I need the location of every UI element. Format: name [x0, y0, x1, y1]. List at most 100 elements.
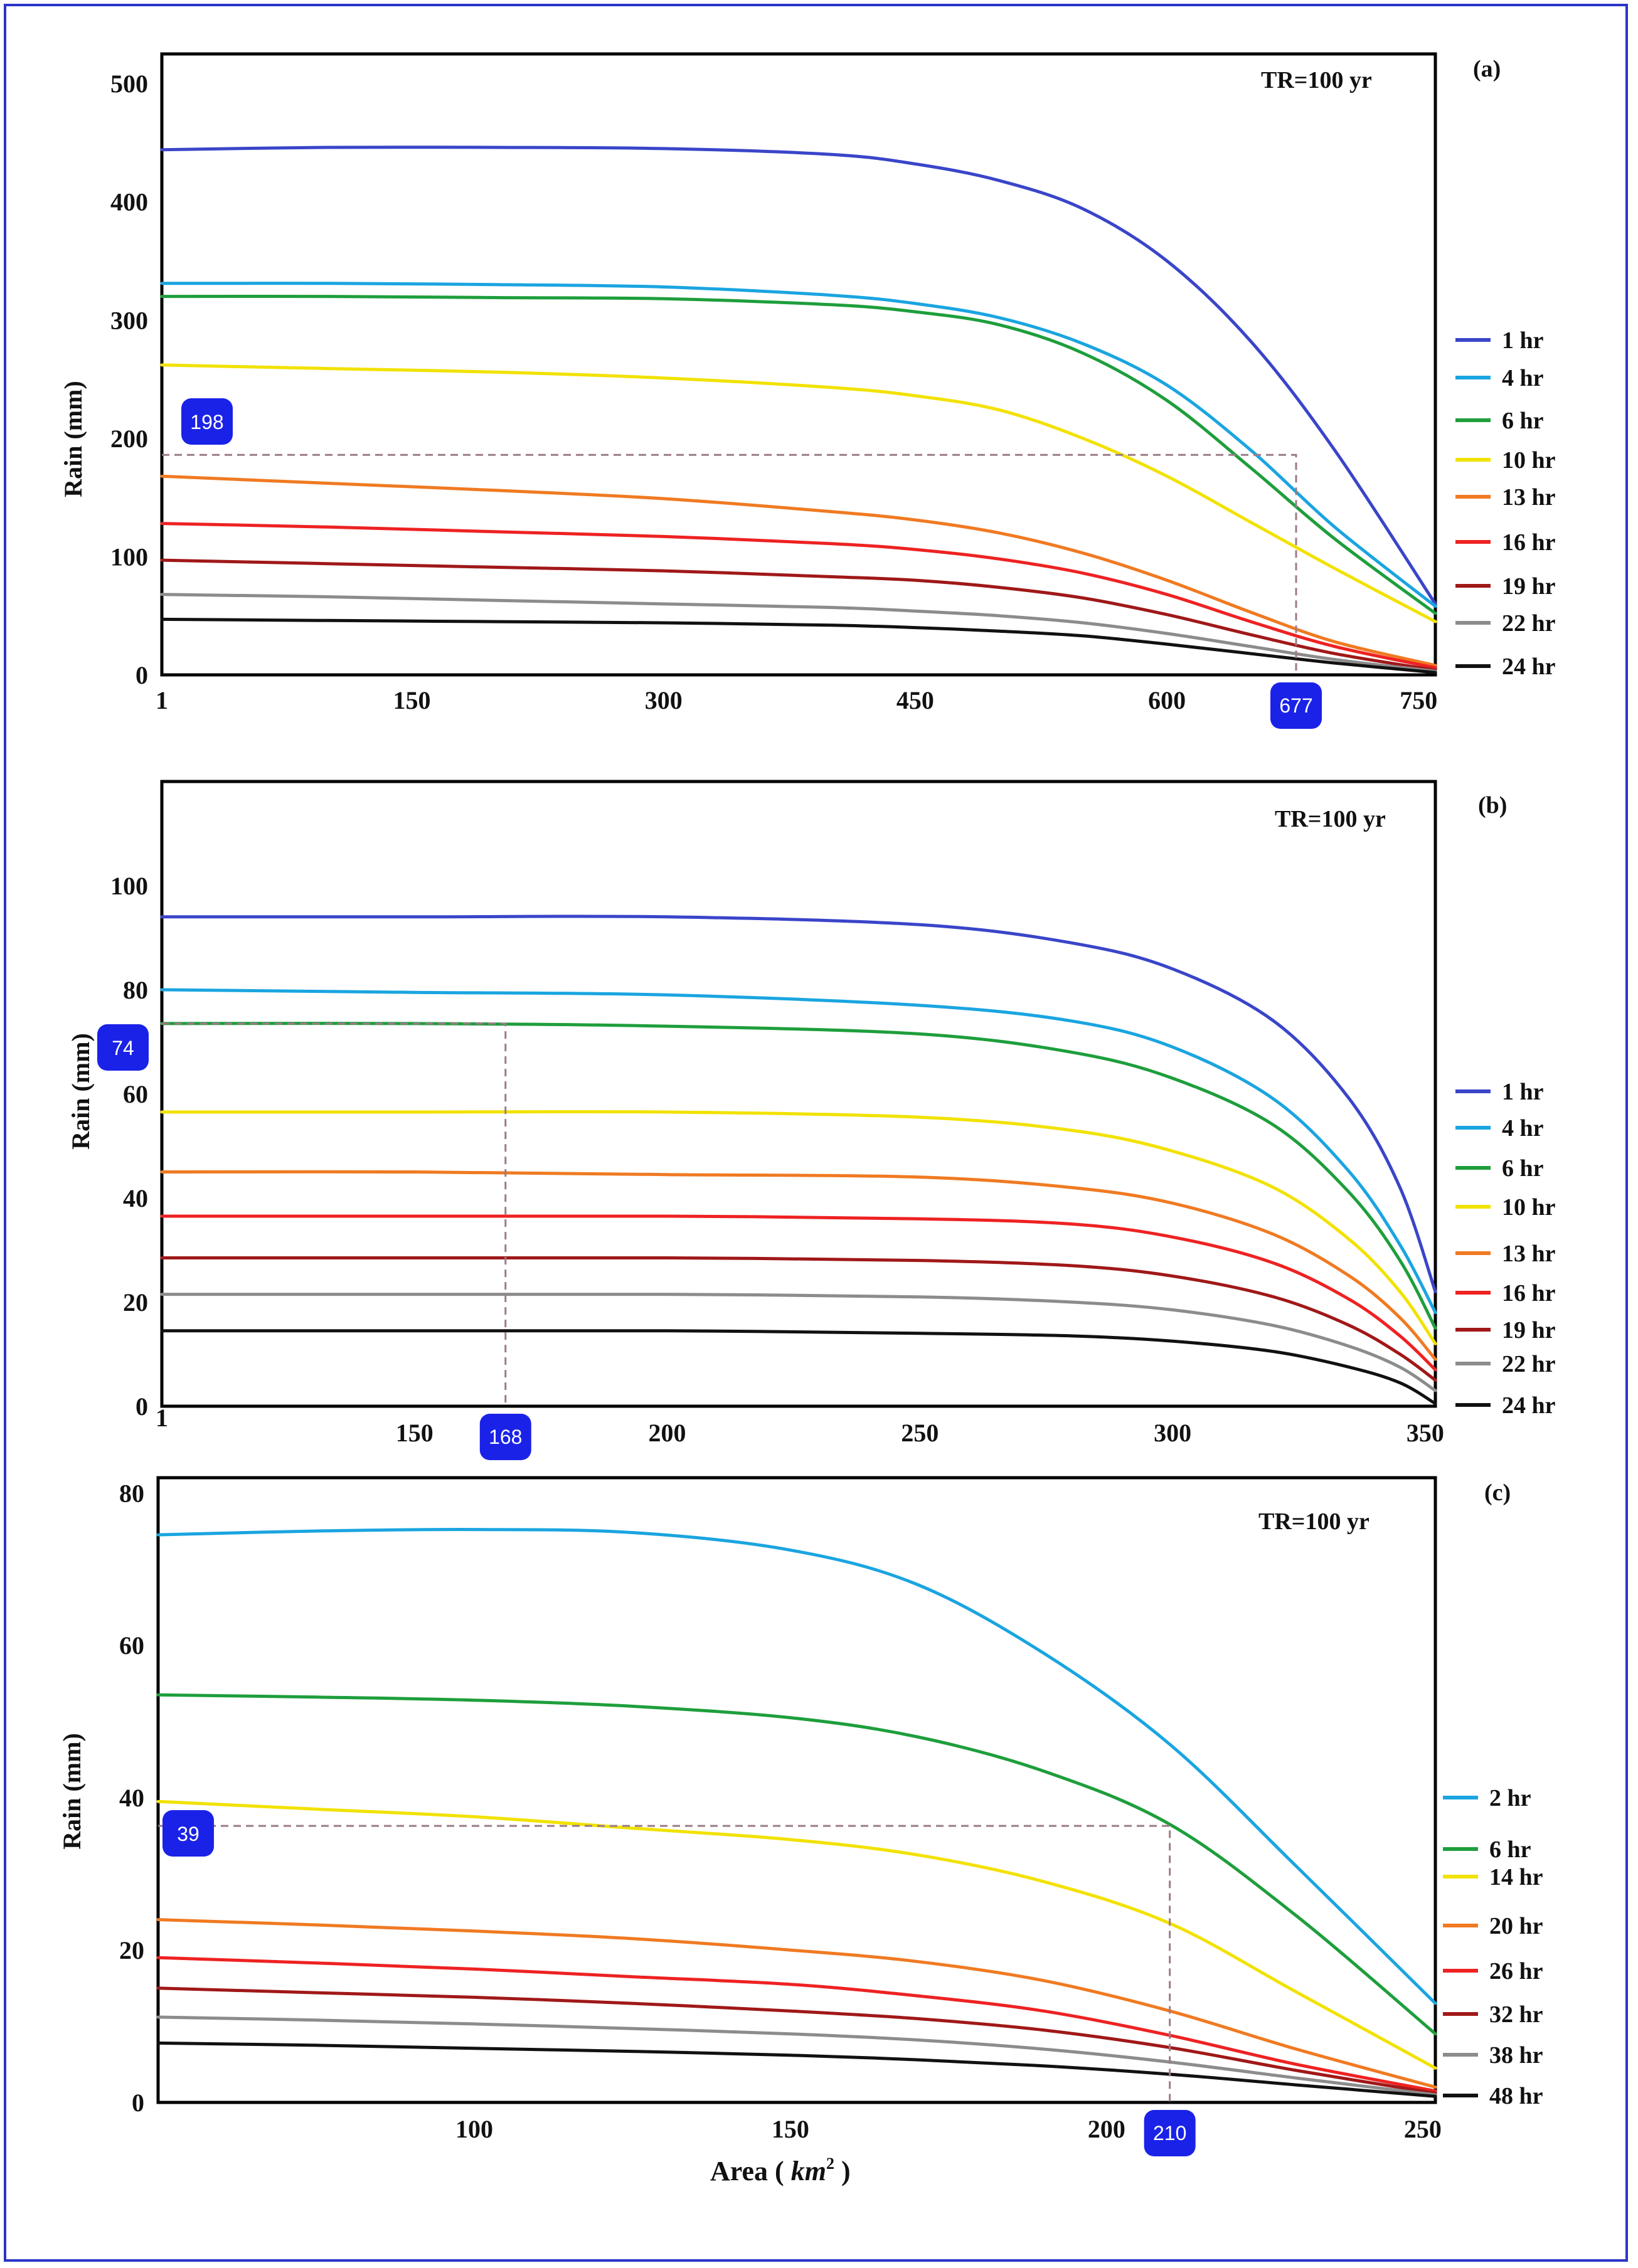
legend-entry: 13 hr [1502, 484, 1556, 511]
x-tick-label: 450 [896, 686, 934, 714]
y-tick-label: 300 [110, 306, 148, 334]
x-tick-label: 200 [1088, 2115, 1125, 2143]
series-line-19-hr [160, 1256, 1437, 1382]
x-axis-paren-open: ( [768, 2156, 791, 2186]
y-tick-label: 20 [119, 1936, 144, 1964]
panel-b-ylabel: Rain (mm) [66, 1033, 95, 1150]
y-tick-label: 0 [132, 2089, 144, 2117]
legend-entry: 2 hr [1489, 1785, 1531, 1811]
legend-entry: 10 hr [1502, 1194, 1556, 1221]
legend-entry: 22 hr [1502, 610, 1556, 637]
y-tick-label: 200 [110, 425, 148, 453]
panel-c-label: (c) [1484, 1480, 1511, 1506]
x-axis-unit: km [791, 2156, 826, 2186]
x-marker-badge [1144, 2110, 1196, 2156]
y-tick-label: 60 [123, 1080, 148, 1108]
plot-area-c [156, 1476, 1437, 2104]
series-line-16-hr [160, 1214, 1437, 1372]
legend-entry: 24 hr [1502, 654, 1556, 680]
x-tick-label: 250 [901, 1419, 939, 1447]
x-tick-label: 200 [649, 1419, 686, 1447]
legend-entry: 19 hr [1502, 573, 1556, 600]
legend-entry: 38 hr [1489, 2042, 1543, 2069]
x-axis-paren-close: ) [834, 2156, 851, 2186]
legend-entry: 4 hr [1502, 365, 1544, 391]
legend-entry: 20 hr [1489, 1913, 1543, 1939]
series-line-2-hr [156, 1528, 1437, 2005]
legend-entry: 1 hr [1502, 327, 1544, 354]
y-tick-label: 40 [123, 1184, 148, 1212]
series-line-4-hr [160, 282, 1437, 608]
series-line-4-hr [160, 988, 1437, 1315]
x-tick-label: 250 [1404, 2115, 1442, 2143]
y-marker-badge [97, 1024, 149, 1071]
y-marker-badge [181, 398, 233, 445]
y-tick-label: 60 [119, 1631, 144, 1660]
legend-entry: 24 hr [1502, 1392, 1556, 1419]
series-line-6-hr [160, 1022, 1437, 1330]
panel-b-annotation: TR=100 yr [1275, 806, 1386, 832]
panel-b-label: (b) [1478, 792, 1507, 819]
panel-a-label: (a) [1473, 56, 1501, 82]
legend-entry: 10 hr [1502, 447, 1556, 474]
x-marker-label: 210 [1153, 2122, 1186, 2144]
series-line-22-hr [160, 1292, 1437, 1392]
legend-entry: 22 hr [1502, 1351, 1556, 1377]
series-line-10-hr [160, 363, 1437, 623]
y-tick-label: 40 [119, 1784, 144, 1812]
series-line-19-hr [160, 558, 1437, 672]
legend-entry: 16 hr [1502, 529, 1556, 556]
series-line-24-hr [160, 617, 1437, 674]
panel-c-annotation: TR=100 yr [1258, 1508, 1369, 1535]
plot-area-b [160, 780, 1437, 1408]
x-tick-label: 100 [455, 2115, 493, 2143]
y-tick-label: 0 [136, 1392, 148, 1421]
x-marker-badge [1270, 682, 1322, 729]
series-line-38-hr [156, 2015, 1437, 2097]
panel-b: TR=100 yr (b) Rain (mm) 0 20 40 60 80 100 150 2… [66, 780, 1556, 1460]
series-line-24-hr [160, 1328, 1437, 1406]
legend-entry: 19 hr [1502, 1317, 1556, 1343]
legend-entry: 6 hr [1489, 1836, 1531, 1863]
x-tick-label: 300 [1154, 1419, 1191, 1447]
y-tick-label: 100 [110, 872, 148, 900]
x-axis-title: Area ( km2 ) [710, 2154, 851, 2186]
panel-c-ylabel: Rain (mm) [58, 1733, 86, 1850]
panel-a-annotation: TR=100 yr [1261, 67, 1372, 93]
series-line-14-hr [156, 1799, 1437, 2070]
series-line-13-hr [160, 474, 1437, 667]
guide-line [158, 1825, 1171, 2102]
x-axis-label: Area [710, 2156, 768, 2186]
legend-entry: 13 hr [1502, 1241, 1556, 1267]
series-line-26-hr [156, 1956, 1437, 2093]
y-tick-label: 80 [119, 1479, 144, 1507]
series-line-13-hr [160, 1170, 1437, 1361]
x-tick-label: 350 [1407, 1419, 1444, 1447]
legend-entry: 48 hr [1489, 2083, 1543, 2109]
x-tick-label: 150 [772, 2115, 809, 2143]
y-marker-badge [162, 1810, 214, 1857]
x-tick-label: 300 [645, 686, 683, 714]
x-tick-label: 750 [1400, 686, 1437, 714]
series-line-22-hr [160, 593, 1437, 673]
panel-a-ylabel: Rain (mm) [59, 381, 87, 497]
x-tick-label: 150 [393, 686, 431, 714]
x-marker-label: 677 [1279, 694, 1312, 717]
x-axis-unit-exp: 2 [826, 2154, 834, 2173]
legend-entry: 6 hr [1502, 1155, 1544, 1182]
series-line-1-hr [160, 146, 1437, 606]
y-marker-label: 74 [112, 1037, 134, 1059]
series-line-1-hr [160, 914, 1437, 1293]
series-line-32-hr [156, 1986, 1437, 2095]
x-tick-label: 1 [156, 686, 168, 714]
legend-entry: 14 hr [1489, 1864, 1543, 1890]
legend-entry: 6 hr [1502, 408, 1544, 434]
panel-c: TR=100 yr (c) Rain (mm) 0 20 40 60 80 100 150 2… [58, 1476, 1543, 2156]
x-tick-label: 1 [156, 1404, 168, 1432]
y-tick-label: 500 [110, 70, 148, 98]
figure-frame [4, 4, 1628, 2262]
x-tick-label: 600 [1148, 686, 1186, 714]
y-tick-label: 0 [136, 661, 148, 689]
panel-a: TR=100 yr (a) Rain (mm) 0 100 200 300 400 500… [59, 52, 1556, 729]
